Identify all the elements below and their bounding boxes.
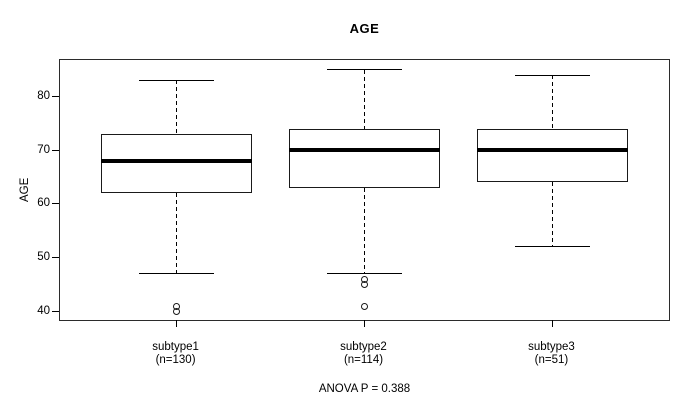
x-tick-mark — [551, 320, 553, 327]
upper-whisker — [364, 69, 365, 129]
group-name: subtype2 — [340, 341, 387, 353]
plot-area: 40 50 60 70 80 — [37, 59, 670, 327]
upper-whisker-cap — [327, 69, 402, 71]
y-tick-mark — [52, 96, 59, 98]
group-name: subtype3 — [528, 341, 575, 353]
upper-whisker-cap — [514, 74, 590, 76]
x-group-label: subtype3 (n=51) — [481, 341, 621, 366]
x-group-label: subtype2 (n=114) — [294, 341, 434, 366]
upper-whisker — [176, 80, 178, 135]
y-tick-label: 40 — [37, 304, 50, 317]
chart-title: AGE — [349, 21, 380, 36]
lower-whisker-cap — [327, 273, 402, 275]
group-count: (n=114) — [343, 353, 384, 366]
median-line — [101, 158, 253, 163]
lower-whisker — [364, 187, 365, 274]
lower-whisker-cap — [139, 273, 215, 275]
outlier-point — [361, 302, 368, 310]
y-tick-mark — [52, 257, 59, 259]
y-tick-mark — [52, 310, 59, 312]
group-count: (n=130) — [155, 353, 196, 366]
iqr-box — [289, 128, 440, 188]
y-tick-mark — [52, 149, 59, 151]
group-count: (n=51) — [534, 353, 569, 366]
y-tick-label: 60 — [37, 197, 50, 210]
upper-whisker — [551, 75, 553, 129]
median-line — [289, 148, 440, 153]
median-line — [476, 148, 628, 153]
lower-whisker — [176, 193, 178, 274]
group-name: subtype1 — [152, 341, 199, 353]
lower-whisker-cap — [514, 246, 590, 248]
y-tick-label: 50 — [37, 251, 50, 264]
outlier-point — [173, 307, 181, 315]
x-group-label: subtype1 (n=130) — [106, 341, 246, 366]
y-tick-mark — [52, 203, 59, 205]
iqr-box — [476, 128, 628, 183]
upper-whisker-cap — [139, 79, 215, 81]
y-tick-label: 80 — [37, 90, 50, 103]
y-tick-label: 70 — [37, 143, 50, 156]
x-tick-mark — [176, 320, 178, 327]
anova-annotation: ANOVA P = 0.388 — [318, 383, 411, 395]
lower-whisker — [551, 182, 553, 247]
iqr-box — [101, 134, 253, 194]
outlier-point — [361, 281, 368, 289]
x-tick-mark — [364, 320, 365, 327]
